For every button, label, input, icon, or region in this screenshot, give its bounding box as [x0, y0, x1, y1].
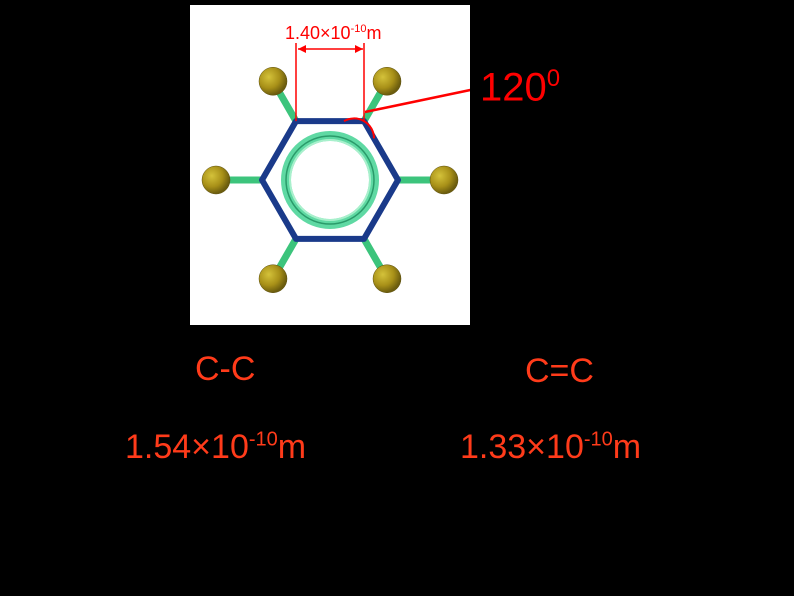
double-bond-length: 1.33×10-10m: [460, 428, 641, 467]
single-bond-length: 1.54×10-10m: [125, 428, 306, 467]
bond-angle-label: 1200: [480, 65, 560, 110]
bond-dimension-label: 1.40×10-10m: [285, 23, 381, 44]
molecule-panel: 1.40×10-10m: [190, 5, 470, 325]
double-bond-type: C=C: [525, 352, 594, 391]
single-bond-type: C-C: [195, 350, 255, 389]
benzene-svg: [190, 5, 470, 325]
